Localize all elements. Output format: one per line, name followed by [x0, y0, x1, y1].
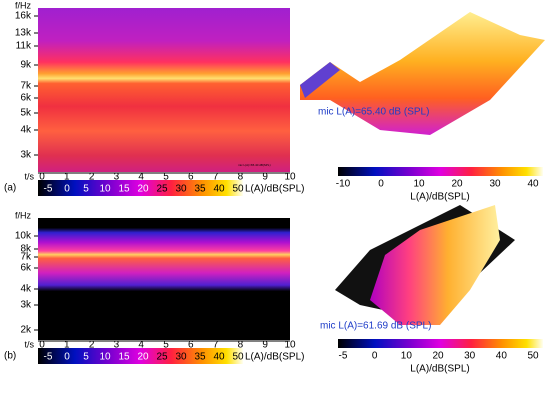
surface-plot: [300, 12, 545, 135]
surface-colorbar-title: L(A)/dB(SPL): [410, 364, 469, 375]
x-tick-label: 10: [284, 172, 296, 183]
x-tick-label: 0: [39, 172, 45, 183]
x-tick-label: 0: [39, 340, 45, 351]
surface-label: mic L(A)=61.69 dB (SPL): [320, 321, 431, 332]
panel-label: (b): [4, 351, 16, 362]
x-axis-title: t/s: [24, 171, 34, 181]
y-tick-label: 7k: [20, 252, 32, 263]
x-tick-label: 7: [213, 340, 219, 351]
y-tick-label: 6k: [20, 93, 32, 104]
colorbar: [38, 180, 243, 196]
x-tick-label: 2: [89, 172, 95, 183]
x-axis-title: t/s: [24, 339, 34, 349]
inset-label: mic L(A)=61.69 dB(SPL): [238, 333, 271, 337]
colorbar-tick-label: 0: [64, 352, 70, 363]
surface-colorbar-tick-label: 30: [489, 179, 501, 190]
colorbar-title: L(A)/dB(SPL): [245, 352, 304, 363]
surface-colorbar-tick-label: -10: [336, 179, 351, 190]
surface-colorbar-tick-label: 40: [496, 351, 508, 362]
colorbar-title: L(A)/dB(SPL): [245, 184, 304, 195]
surface-colorbar-tick-label: 40: [527, 179, 539, 190]
y-tick-label: 5k: [20, 108, 32, 119]
surface-colorbar-tick-label: 20: [432, 351, 444, 362]
x-tick-label: 9: [262, 340, 268, 351]
colorbar-tick-label: 5: [83, 184, 89, 195]
x-tick-label: 8: [238, 340, 244, 351]
x-tick-label: 5: [163, 340, 169, 351]
x-tick-label: 7: [213, 172, 219, 183]
colorbar-tick-label: 50: [232, 352, 244, 363]
x-tick-label: 2: [89, 340, 95, 351]
y-tick-label: 16k: [15, 11, 32, 22]
x-tick-label: 4: [138, 172, 144, 183]
y-tick-label: 13k: [15, 28, 32, 39]
surface-colorbar-tick-label: 20: [451, 179, 463, 190]
x-tick-label: 3: [114, 172, 120, 183]
surface-colorbar-tick-label: 10: [413, 179, 425, 190]
surface-edge: [300, 62, 340, 98]
colorbar-tick-label: 5: [83, 352, 89, 363]
colorbar-tick-label: 20: [137, 184, 149, 195]
surface-plot: [370, 205, 500, 325]
y-tick-label: 8k: [20, 244, 32, 255]
y-tick-label: 4k: [20, 125, 32, 136]
x-tick-label: 8: [238, 172, 244, 183]
colorbar-tick-label: 15: [118, 352, 130, 363]
colorbar-tick-label: 30: [175, 352, 187, 363]
colorbar-tick-label: 40: [213, 352, 225, 363]
colorbar-tick-label: 50: [232, 184, 244, 195]
inset-label: mic L(A)=65.40 dB(SPL): [238, 163, 271, 167]
colorbar-tick-label: 10: [99, 352, 111, 363]
x-tick-label: 9: [262, 172, 268, 183]
spectrogram: [38, 218, 290, 340]
y-tick-label: 11k: [16, 41, 32, 52]
panel-label: (a): [4, 183, 16, 194]
x-tick-label: 1: [64, 340, 70, 351]
y-tick-label: 3k: [20, 150, 32, 161]
x-tick-label: 3: [114, 340, 120, 351]
surface-colorbar-tick-label: 10: [401, 351, 413, 362]
colorbar-tick-label: 20: [137, 352, 149, 363]
colorbar-tick-label: 35: [194, 352, 206, 363]
colorbar-tick-label: 25: [156, 184, 168, 195]
surface-colorbar-tick-label: 30: [464, 351, 476, 362]
x-tick-label: 5: [163, 172, 169, 183]
x-tick-label: 1: [64, 172, 70, 183]
surface-colorbar-tick-label: -5: [339, 351, 348, 362]
y-tick-label: 3k: [20, 300, 32, 311]
x-tick-label: 4: [138, 340, 144, 351]
y-tick-label: 7k: [20, 81, 32, 92]
surface-colorbar: [338, 339, 543, 348]
y-tick-label: 2k: [20, 325, 32, 336]
colorbar-tick-label: 35: [194, 184, 206, 195]
spectrogram: [38, 8, 290, 172]
colorbar-tick-label: 0: [64, 184, 70, 195]
surface-colorbar-title: L(A)/dB(SPL): [410, 192, 469, 203]
x-tick-label: 6: [188, 172, 194, 183]
colorbar-tick-label: -5: [44, 184, 53, 195]
colorbar-tick-label: 30: [175, 184, 187, 195]
colorbar-tick-label: 25: [156, 352, 168, 363]
y-axis-title: f/Hz: [15, 0, 32, 10]
x-tick-label: 10: [284, 340, 296, 351]
surface-colorbar-tick-label: 0: [372, 351, 378, 362]
y-tick-label: 9k: [20, 60, 32, 71]
y-axis-title: f/Hz: [15, 210, 32, 220]
y-tick-label: 10k: [15, 231, 32, 242]
colorbar-tick-label: -5: [44, 352, 53, 363]
colorbar-tick-label: 40: [213, 184, 225, 195]
surface-colorbar: [338, 167, 543, 176]
colorbar-tick-label: 15: [118, 184, 130, 195]
colorbar: [38, 348, 243, 364]
y-tick-label: 4k: [20, 284, 32, 295]
colorbar-tick-label: 10: [99, 184, 111, 195]
x-tick-label: 6: [188, 340, 194, 351]
y-tick-label: 6k: [20, 263, 32, 274]
surface-colorbar-tick-label: 0: [378, 179, 384, 190]
surface-colorbar-tick-label: 50: [527, 351, 539, 362]
surface-label: mic L(A)=65.40 dB (SPL): [318, 107, 429, 118]
